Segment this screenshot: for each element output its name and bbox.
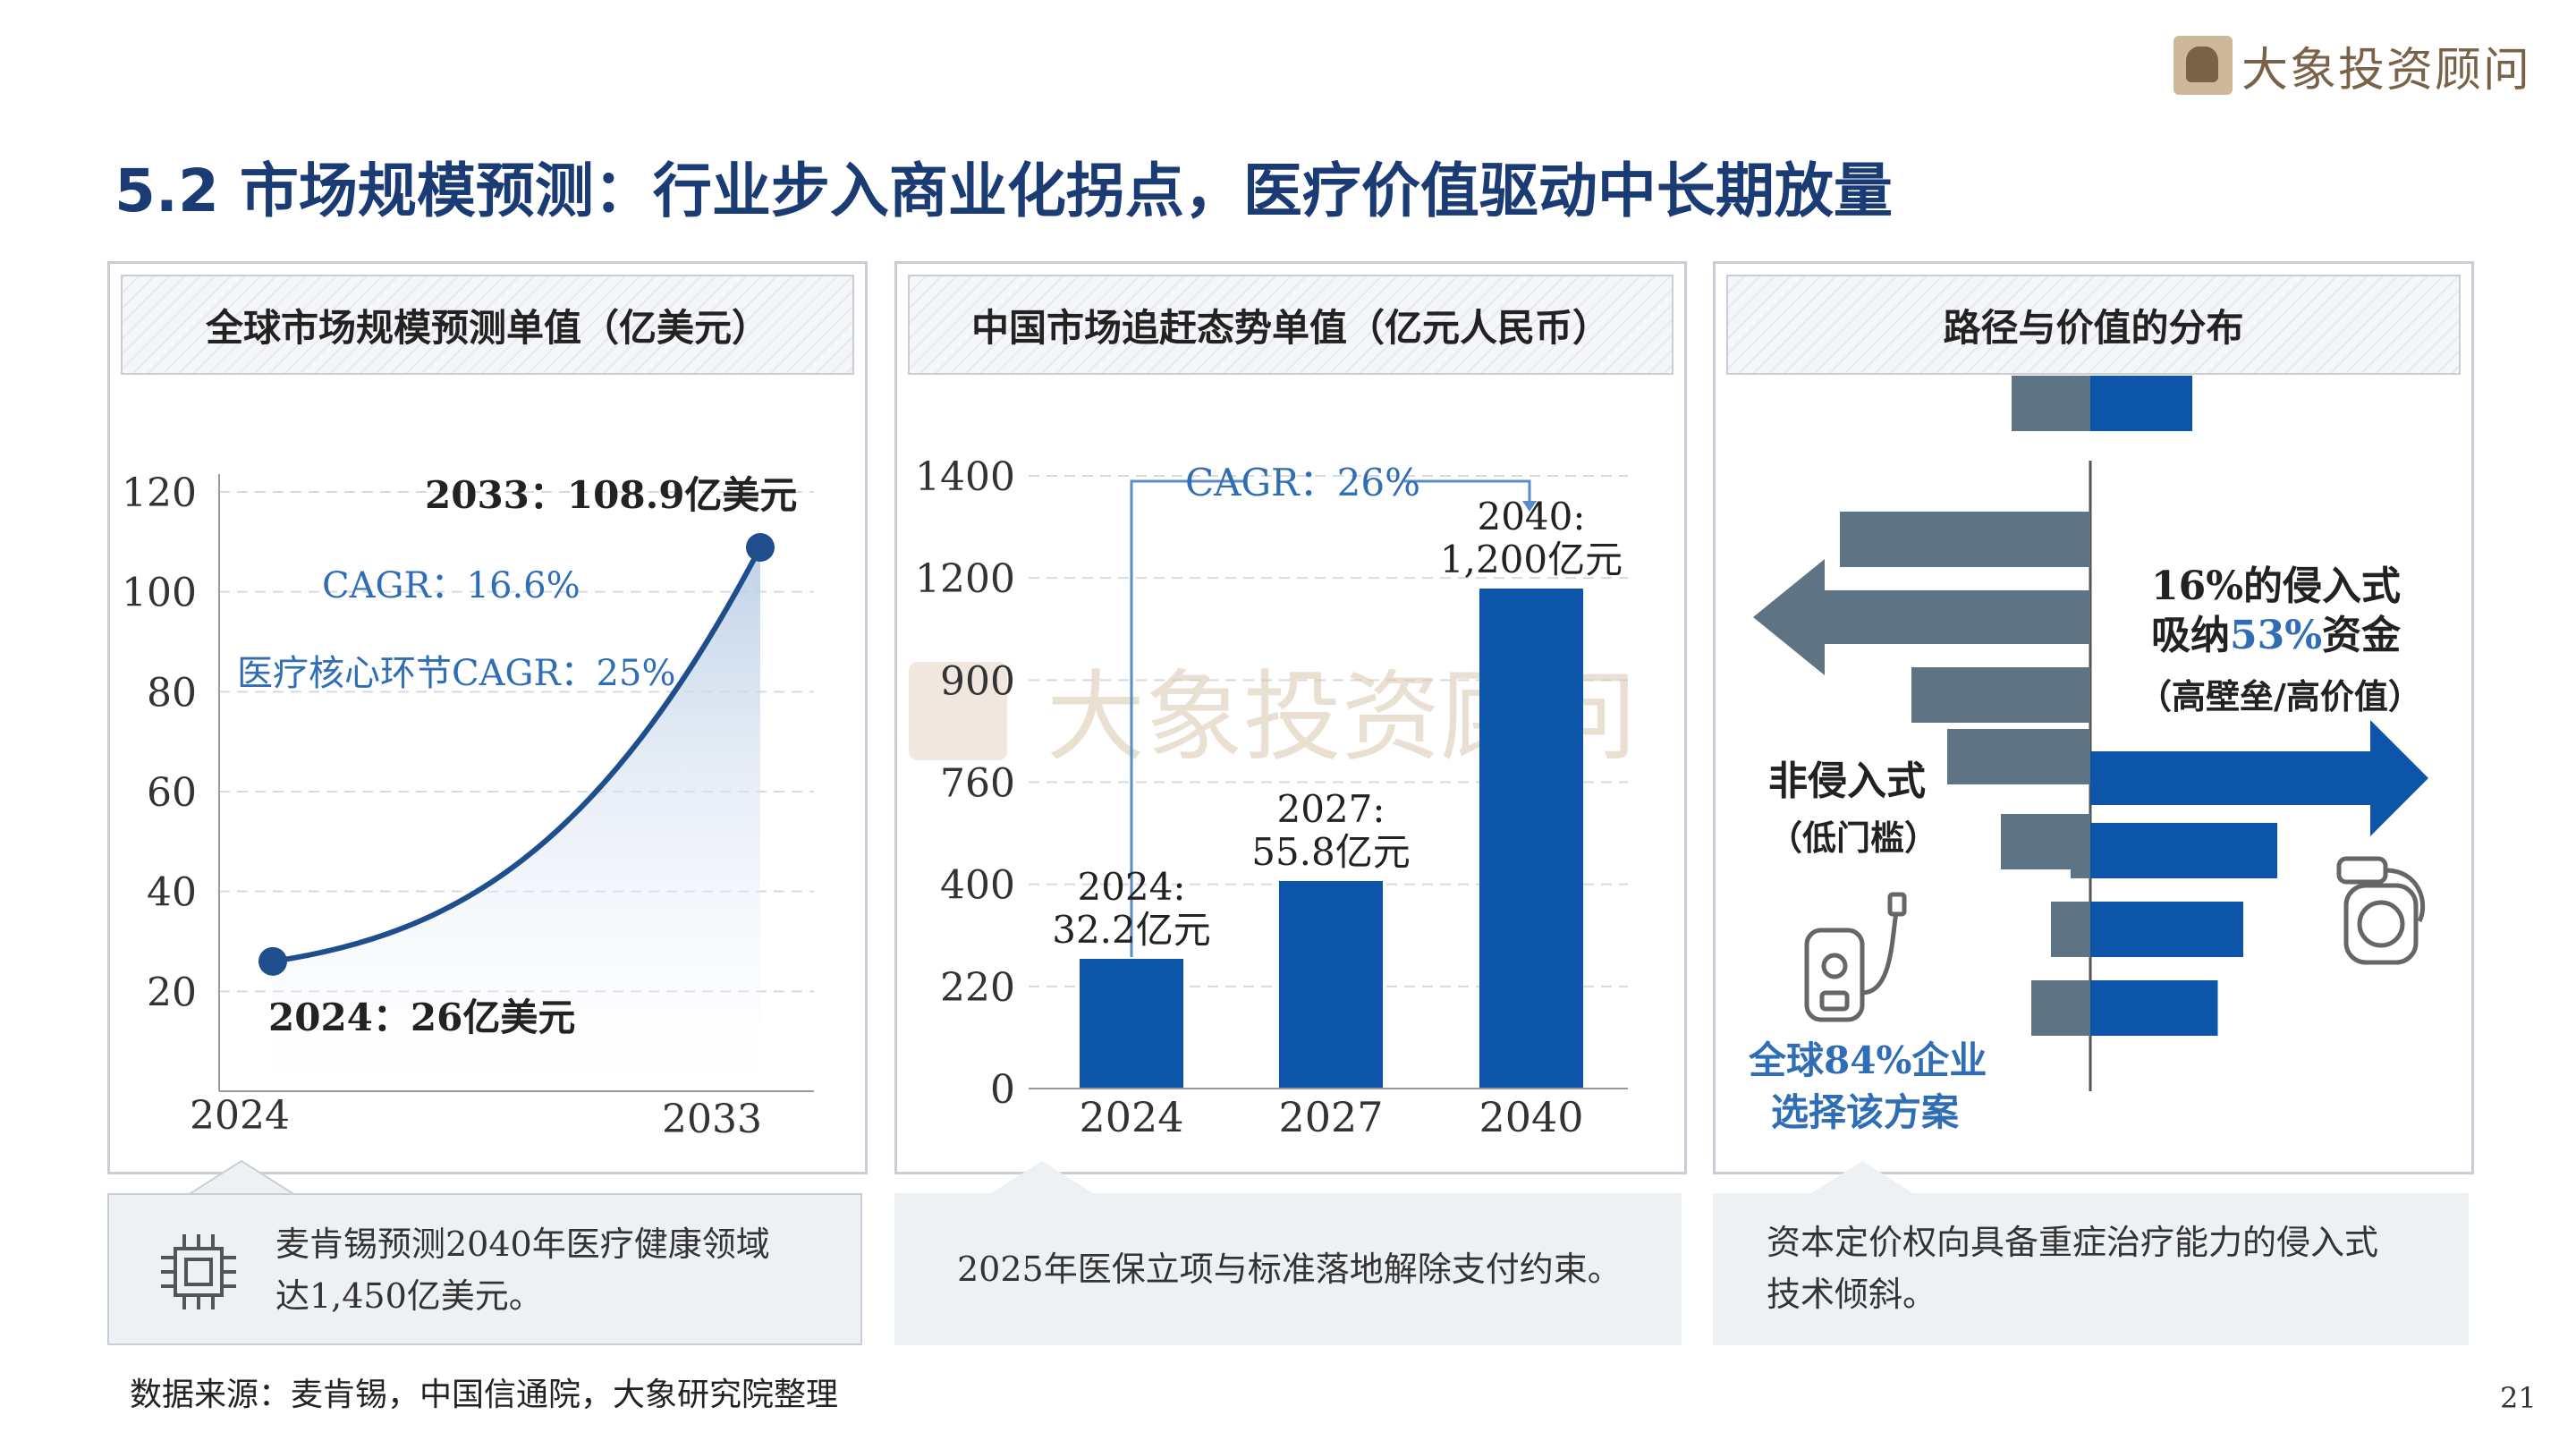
- page-title: 5.2 市场规模预测：行业步入商业化拐点，医疗价值驱动中长期放量: [114, 157, 1893, 225]
- x-tick-label: 2027: [1278, 1093, 1383, 1141]
- note-china: 2025年医保立项与标准落地解除支付约束。: [894, 1193, 1682, 1345]
- bar-label: 1,200亿元: [1440, 538, 1623, 581]
- right-bar-left-segment: [2071, 823, 2090, 878]
- brand-logo-text: 大象投资顾问: [2241, 43, 2532, 97]
- note-pointer: [1809, 1161, 1916, 1195]
- x-tick-label: 2033: [662, 1097, 762, 1142]
- note-pointer: [988, 1161, 1096, 1195]
- bar-2024: [1080, 959, 1183, 1089]
- right-subtitle: （高壁垒/高价值）: [2138, 676, 2422, 716]
- bar-label: 32.2亿元: [1052, 908, 1211, 952]
- y-tick-label: 900: [940, 658, 1015, 704]
- right-bar-left-segment: [2051, 902, 2090, 957]
- right-title-line2: 吸纳53%资金: [2151, 613, 2402, 658]
- right-bar-left-segment: [2031, 980, 2090, 1036]
- right-bar: [2071, 823, 2277, 878]
- y-tick-label: 120: [122, 470, 197, 516]
- cagr-label: CAGR：26%: [1185, 461, 1420, 504]
- bar-label: 2040:: [1477, 495, 1585, 538]
- y-tick-label: 40: [147, 870, 197, 916]
- end-value-label: 2033：108.9亿美元: [425, 473, 797, 517]
- note-pointer: [188, 1159, 295, 1195]
- panel-title-path: 路径与价值的分布: [1726, 275, 2461, 375]
- left-footer-line2: 选择该方案: [1771, 1090, 1960, 1134]
- note-text: 2025年医保立项与标准落地解除支付约束。: [957, 1250, 1622, 1289]
- left-footer-line1: 全球84%企业: [1748, 1038, 1987, 1082]
- y-tick-label: 400: [940, 863, 1015, 909]
- data-point-2033: [746, 532, 775, 562]
- right-title-line1: 16%的侵入式: [2151, 564, 2401, 609]
- arrow-right-icon: [2090, 720, 2428, 836]
- y-tick-label: 1400: [915, 454, 1015, 500]
- note-path: 资本定价权向具备重症治疗能力的侵入式 技术倾斜。: [1713, 1193, 2469, 1345]
- start-value-label: 2024：26亿美元: [268, 996, 575, 1039]
- elephant-logo-icon: [2174, 36, 2233, 95]
- right-bar-left-segment: [2012, 376, 2090, 431]
- data-point-2024: [258, 946, 287, 976]
- watermark-logo-icon: [909, 662, 1007, 760]
- y-tick-label: 0: [990, 1067, 1015, 1113]
- bar-2040: [1479, 589, 1583, 1089]
- panel-title-china: 中国市场追赶态势单值（亿元人民币）: [908, 275, 1674, 375]
- y-tick-label: 760: [940, 761, 1015, 807]
- chip-icon: [161, 1234, 236, 1309]
- global-market-chart: 20 40 60 80 100 120 2024 2033 2033：108.9亿美元 C…: [122, 470, 814, 1142]
- cagr-bracket: [1130, 479, 1243, 957]
- page-number: 21: [2500, 1381, 2537, 1415]
- implant-device-icon: [2336, 856, 2426, 965]
- left-bar: [1947, 729, 2090, 784]
- bar-label: 55.8亿元: [1251, 830, 1411, 874]
- y-tick-label: 220: [940, 965, 1015, 1011]
- x-tick-label: 2024: [1079, 1093, 1183, 1141]
- core-cagr-label: 医疗核心环节CAGR：25%: [237, 653, 675, 694]
- bar-label: 2024:: [1077, 865, 1185, 909]
- note-global: 麦肯锡预测2040年医疗健康领域 达1,450亿美元。: [107, 1193, 862, 1345]
- note-text: 资本定价权向具备重症治疗能力的侵入式 技术倾斜。: [1767, 1223, 2379, 1314]
- y-tick-label: 60: [147, 770, 197, 816]
- cagr-bracket-right: [1404, 479, 1531, 506]
- data-source: 数据来源：麦肯锡，中国信通院，大象研究院整理: [130, 1377, 839, 1413]
- path-value-chart: 16%的侵入式 吸纳53%资金 （高壁垒/高价值） 非侵入式 （低门槛） 全球8…: [1748, 376, 2428, 1134]
- y-tick-label: 20: [147, 970, 197, 1015]
- y-tick-label: 100: [122, 571, 197, 616]
- x-tick-label: 2040: [1479, 1093, 1583, 1141]
- note-text: 麦肯锡预测2040年医疗健康领域 达1,450亿美元。: [275, 1224, 770, 1316]
- wearable-device-icon: [1804, 892, 1907, 1022]
- cagr-label: CAGR：16.6%: [322, 565, 580, 606]
- left-title: 非侵入式: [1768, 758, 1926, 804]
- left-bar: [1840, 512, 2090, 567]
- panel-title-global: 全球市场规模预测单值（亿美元）: [121, 275, 854, 375]
- x-tick-label: 2024: [190, 1093, 290, 1139]
- y-tick-label: 80: [147, 670, 197, 716]
- arrow-left-icon: [1753, 559, 2090, 675]
- area-fill: [273, 547, 760, 1091]
- bar-label: 2027:: [1276, 787, 1385, 831]
- arrow-down-icon: [1522, 501, 1537, 512]
- growth-curve: [272, 546, 763, 964]
- left-subtitle: （低门槛）: [1768, 818, 1938, 858]
- brand-logo: 大象投资顾问: [2174, 34, 2558, 97]
- left-bar: [1911, 667, 2090, 723]
- bar-2027: [1279, 881, 1383, 1089]
- y-tick-label: 1200: [915, 556, 1015, 602]
